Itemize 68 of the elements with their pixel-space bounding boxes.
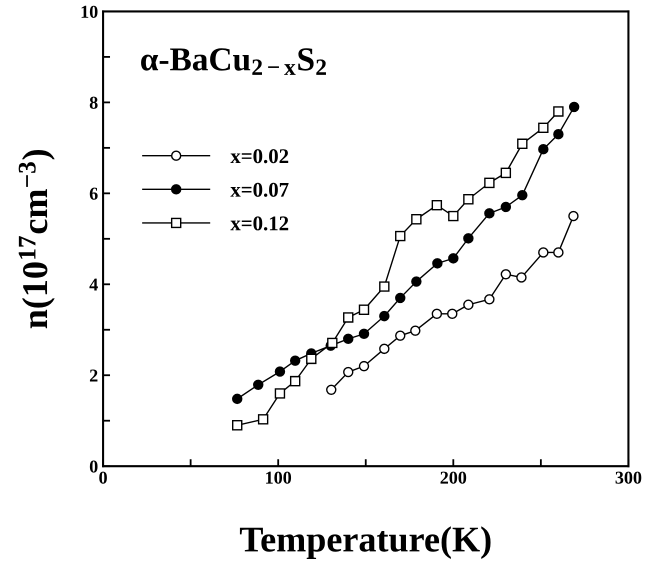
- point: [258, 414, 268, 425]
- x-tick-label: 0: [99, 472, 107, 484]
- point: [553, 106, 564, 117]
- point: [326, 384, 336, 395]
- point: [343, 312, 354, 323]
- point: [379, 310, 390, 322]
- point: [232, 420, 242, 430]
- point: [553, 247, 564, 258]
- point: [411, 214, 422, 224]
- point: [358, 360, 370, 372]
- point: [432, 308, 442, 320]
- point: [395, 330, 406, 341]
- y-tick-label: 2: [90, 370, 98, 382]
- point: [232, 394, 242, 404]
- x-tick-label: 200: [440, 472, 466, 484]
- point: [432, 200, 442, 210]
- point: [448, 253, 459, 264]
- point: [517, 138, 528, 149]
- y-axis-title: n(10$^{17}$cm$^{−3}$): [18, 150, 55, 328]
- point: [568, 210, 579, 222]
- y-tick-label: 6: [90, 188, 98, 200]
- point: [290, 376, 300, 386]
- x-tick-label: 300: [616, 472, 642, 484]
- point: [343, 366, 354, 378]
- annotation: α-BaCu$_{2−x}$S$_{2}$: [141, 48, 326, 75]
- point: [538, 144, 549, 154]
- point: [432, 258, 443, 269]
- point: [484, 208, 495, 219]
- point: [448, 210, 459, 222]
- legend-label: x=0.07: [230, 182, 289, 197]
- y-tick-label: 8: [90, 96, 98, 109]
- legend-label: x=0.02: [230, 149, 288, 164]
- x-axis-title: Temperature(K): [240, 526, 491, 560]
- point: [395, 230, 406, 242]
- point: [538, 122, 549, 134]
- point: [463, 194, 474, 204]
- point: [484, 294, 495, 304]
- point: [447, 308, 458, 320]
- point: [274, 366, 286, 377]
- point: [395, 292, 406, 304]
- legend-label: x=0.12: [230, 216, 288, 231]
- point: [379, 344, 390, 354]
- point: [358, 328, 370, 340]
- point: [538, 247, 549, 258]
- point: [358, 304, 370, 315]
- point: [500, 269, 512, 280]
- point: [379, 281, 390, 292]
- point: [463, 233, 474, 244]
- point: [411, 276, 422, 287]
- point: [410, 325, 421, 336]
- point: [327, 338, 338, 348]
- y-tick-label: 10: [82, 6, 98, 18]
- x-tick-label: 100: [266, 472, 292, 484]
- point: [516, 272, 527, 283]
- point: [553, 129, 564, 140]
- point: [500, 168, 512, 178]
- point: [306, 354, 316, 364]
- point: [253, 380, 264, 390]
- y-tick-label: 0: [90, 460, 98, 473]
- point: [500, 202, 512, 212]
- point: [463, 300, 474, 310]
- point: [517, 190, 528, 200]
- point: [274, 388, 286, 399]
- point: [484, 178, 495, 188]
- y-tick-label: 4: [89, 278, 98, 291]
- point: [343, 334, 354, 344]
- point: [290, 355, 300, 366]
- point: [568, 102, 580, 112]
